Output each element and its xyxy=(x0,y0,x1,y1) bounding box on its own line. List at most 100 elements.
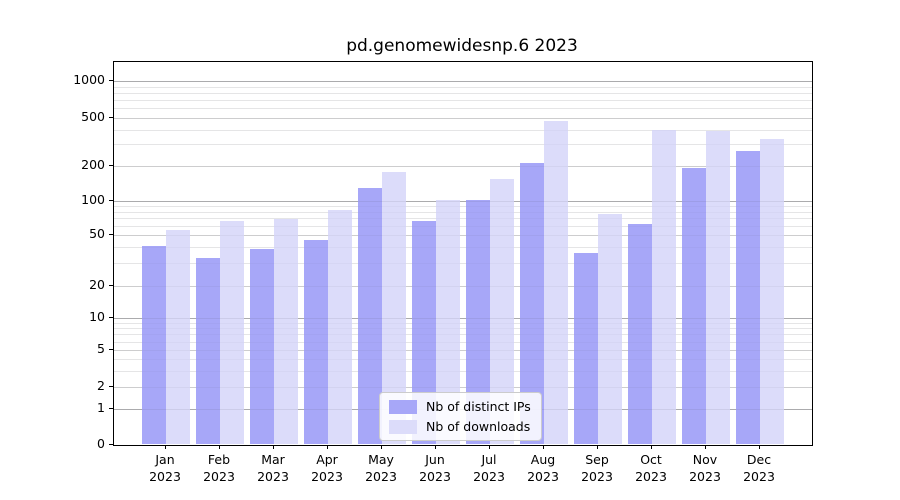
x-tick-mark xyxy=(381,445,382,449)
y-tick-mark xyxy=(109,285,113,286)
y-tick-mark xyxy=(109,349,113,350)
gridline-minor xyxy=(114,86,812,88)
x-tick-label-aug: Aug 2023 xyxy=(527,452,559,484)
gridline-minor-overlay xyxy=(114,263,812,264)
bar-downloads-apr xyxy=(328,210,352,445)
gridline-major-overlay xyxy=(114,118,812,119)
bar-downloads-oct xyxy=(652,129,676,445)
gridline-major-overlay xyxy=(114,318,812,319)
gridline-minor xyxy=(114,359,812,360)
gridline-major xyxy=(114,286,812,287)
gridline-minor-overlay xyxy=(114,130,812,131)
y-tick-label-100: 100 xyxy=(81,192,105,207)
bar-downloads-feb xyxy=(220,220,244,445)
gridline-major xyxy=(114,387,812,388)
gridline-minor-overlay xyxy=(114,334,812,335)
x-tick-mark xyxy=(435,445,436,449)
bar-downloads-nov xyxy=(706,130,730,445)
gridline-minor-overlay xyxy=(114,323,812,324)
y-tick-mark xyxy=(109,234,113,235)
gridline-minor xyxy=(114,226,812,228)
gridline-minor-overlay xyxy=(114,100,812,101)
gridline-major xyxy=(114,350,812,351)
y-tick-mark xyxy=(109,200,113,201)
x-tick-mark xyxy=(705,445,706,449)
gridline-minor-overlay xyxy=(114,212,812,213)
gridline-major xyxy=(114,235,812,236)
x-tick-mark xyxy=(273,445,274,449)
legend-label-downloads: Nb of downloads xyxy=(426,419,531,434)
gridline-minor xyxy=(114,218,812,220)
y-tick-label-1: 1 xyxy=(97,400,105,415)
bar-ips-sep xyxy=(574,253,598,445)
bar-downloads-mar xyxy=(274,219,298,445)
bar-ips-may xyxy=(358,187,382,445)
y-tick-mark xyxy=(109,164,113,166)
bar-ips-dec xyxy=(736,150,760,445)
y-tick-label-500: 500 xyxy=(81,109,105,124)
bar-ips-apr xyxy=(304,239,328,445)
x-tick-mark xyxy=(165,445,166,449)
x-tick-label-jul: Jul 2023 xyxy=(473,452,505,484)
gridline-major xyxy=(114,118,812,119)
bar-downloads-dec xyxy=(760,138,784,445)
gridline-minor xyxy=(114,322,812,324)
bar-ips-feb xyxy=(196,258,220,445)
plot-area: Nb of distinct IPs Nb of downloads xyxy=(113,61,813,446)
legend-swatch-distinct-ips xyxy=(389,399,417,414)
y-tick-label-2: 2 xyxy=(97,378,105,393)
gridline-minor xyxy=(114,206,812,208)
gridline-major-overlay xyxy=(114,235,812,236)
gridline-minor-overlay xyxy=(114,108,812,109)
gridline-minor xyxy=(114,144,812,146)
gridline-minor xyxy=(114,92,812,94)
gridline-major xyxy=(114,318,812,319)
y-tick-mark xyxy=(109,386,113,387)
gridline-minor-overlay xyxy=(114,371,812,372)
gridline-minor xyxy=(114,129,812,131)
gridline-minor-overlay xyxy=(114,206,812,207)
x-tick-label-apr: Apr 2023 xyxy=(311,452,343,484)
gridline-minor-overlay xyxy=(114,247,812,248)
gridline-major xyxy=(114,201,812,202)
x-tick-mark xyxy=(489,445,490,449)
legend-item-distinct-ips: Nb of distinct IPs xyxy=(389,399,531,414)
gridline-major-overlay xyxy=(114,201,812,202)
gridline-major xyxy=(114,165,812,167)
y-tick-label-5: 5 xyxy=(97,341,105,356)
gridline-minor-overlay xyxy=(114,226,812,227)
bar-ips-mar xyxy=(250,248,274,445)
x-tick-mark xyxy=(327,445,328,449)
y-tick-label-0: 0 xyxy=(97,435,105,451)
x-tick-label-jun: Jun 2023 xyxy=(419,452,451,484)
gridline-major-overlay xyxy=(114,81,812,82)
bar-downloads-aug xyxy=(544,121,568,445)
gridline-minor xyxy=(114,370,812,372)
x-tick-label-oct: Oct 2023 xyxy=(635,452,667,484)
gridline-minor-overlay xyxy=(114,87,812,88)
legend-label-distinct-ips: Nb of distinct IPs xyxy=(426,399,531,414)
y-tick-mark xyxy=(109,317,113,318)
bar-ips-nov xyxy=(682,168,706,445)
y-tick-mark xyxy=(109,80,113,81)
x-tick-label-feb: Feb 2023 xyxy=(203,452,235,484)
bar-downloads-sep xyxy=(598,214,622,445)
gridline-minor xyxy=(114,263,812,265)
x-tick-mark xyxy=(759,445,760,449)
bar-ips-oct xyxy=(628,224,652,445)
y-tick-label-1000: 1000 xyxy=(73,72,105,87)
gridline-minor-overlay xyxy=(114,218,812,219)
x-tick-label-may: May 2023 xyxy=(365,452,397,484)
y-tick-label-200: 200 xyxy=(81,156,105,172)
bar-ips-jan xyxy=(142,246,166,445)
x-tick-label-nov: Nov 2023 xyxy=(689,452,721,484)
gridline-minor xyxy=(114,247,812,249)
legend: Nb of distinct IPs Nb of downloads xyxy=(379,392,542,441)
legend-swatch-downloads xyxy=(389,419,417,434)
chart-title: pd.genomewidesnp.6 2023 xyxy=(346,36,578,56)
x-tick-label-sep: Sep 2023 xyxy=(581,452,613,484)
y-tick-label-50: 50 xyxy=(89,226,105,241)
y-tick-mark xyxy=(109,408,113,409)
y-tick-label-20: 20 xyxy=(89,277,105,292)
